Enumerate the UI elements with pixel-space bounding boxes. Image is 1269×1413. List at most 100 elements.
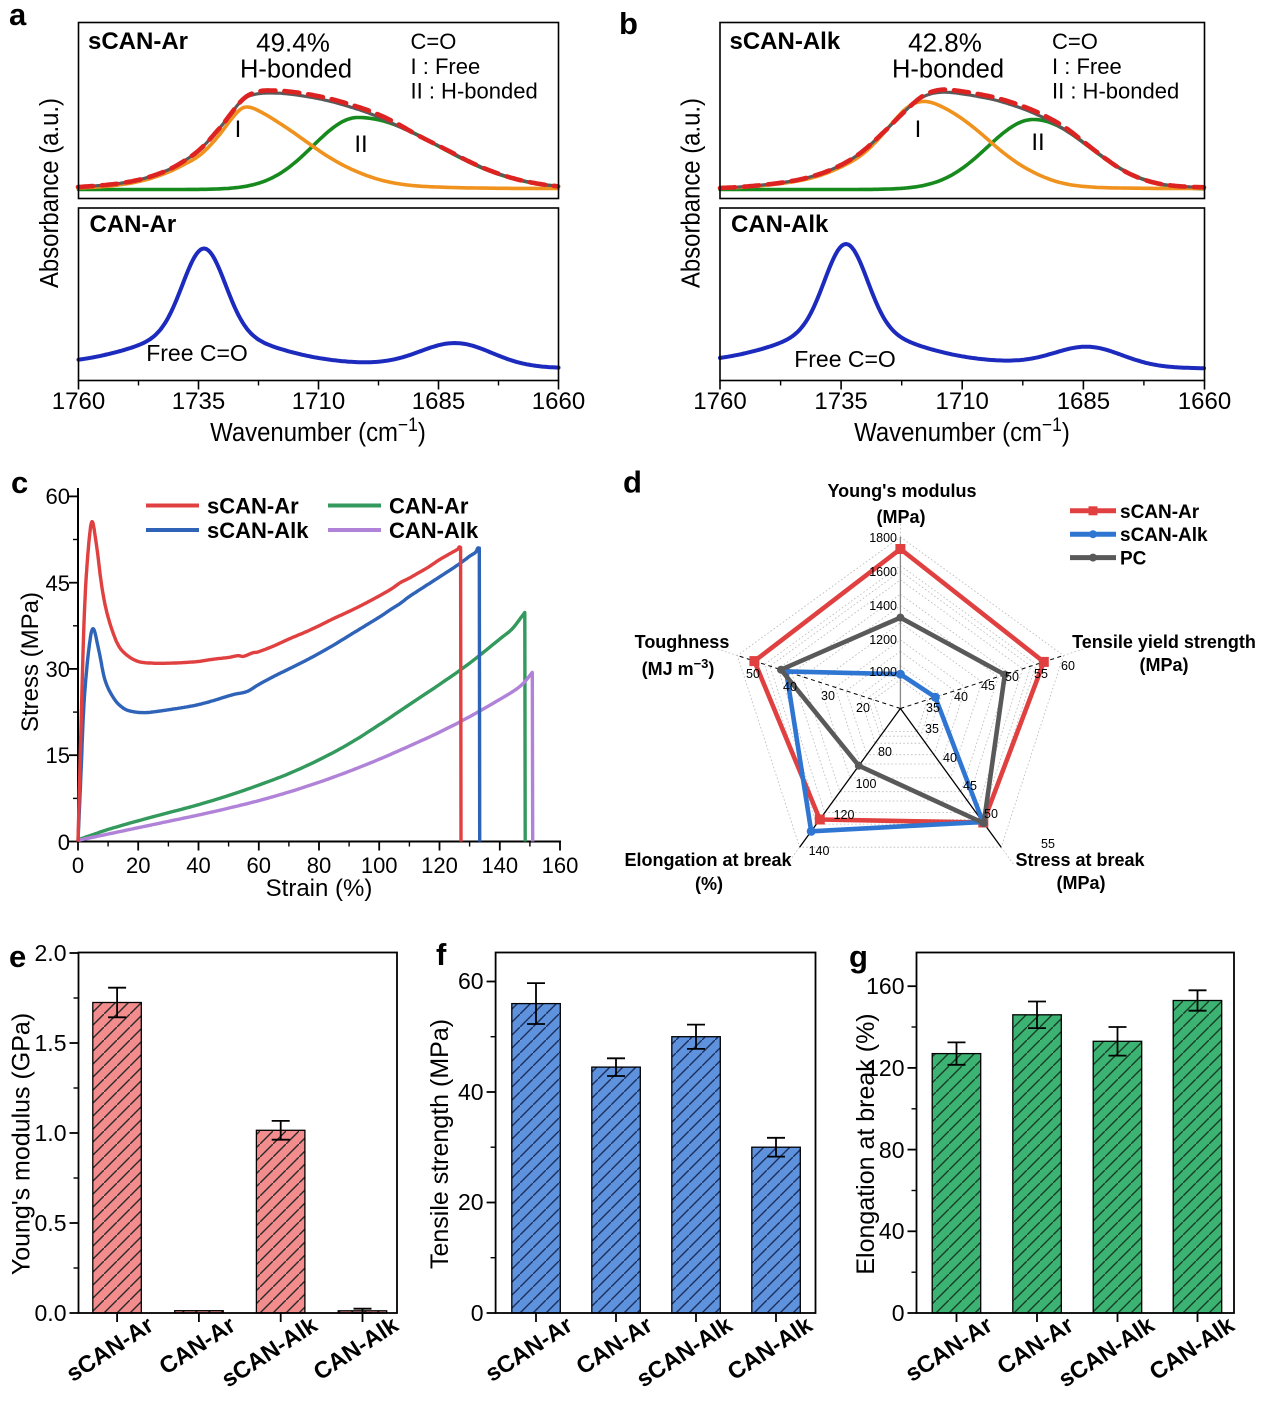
svg-text:100: 100	[361, 853, 398, 878]
svg-text:1000: 1000	[869, 665, 897, 679]
svg-text:II: II	[1031, 129, 1044, 156]
svg-text:C=O: C=O	[411, 29, 457, 54]
svg-text:PC: PC	[1120, 549, 1147, 570]
svg-text:CAN-Ar: CAN-Ar	[90, 211, 177, 238]
svg-text:80: 80	[307, 853, 331, 878]
svg-text:e: e	[9, 939, 26, 974]
svg-text:55: 55	[1041, 837, 1055, 851]
svg-text:CAN-Ar: CAN-Ar	[389, 494, 469, 519]
svg-text:0.5: 0.5	[35, 1210, 67, 1236]
svg-text:1600: 1600	[869, 565, 897, 579]
svg-text:1660: 1660	[532, 388, 585, 415]
svg-text:50: 50	[984, 807, 998, 821]
svg-text:120: 120	[421, 853, 458, 878]
svg-text:120: 120	[834, 808, 855, 822]
svg-text:0: 0	[58, 830, 70, 855]
svg-text:1685: 1685	[412, 388, 465, 415]
svg-text:Stress (MPa): Stress (MPa)	[17, 592, 44, 732]
svg-text:1760: 1760	[52, 388, 105, 415]
svg-text:120: 120	[866, 1055, 904, 1081]
svg-text:Young's modulus: Young's modulus	[828, 481, 977, 501]
svg-text:CAN-Alk: CAN-Alk	[389, 518, 479, 543]
svg-text:60: 60	[46, 484, 70, 509]
svg-text:(MPa): (MPa)	[1057, 873, 1106, 893]
svg-text:1.5: 1.5	[35, 1030, 67, 1056]
svg-text:30: 30	[821, 689, 835, 703]
svg-text:20: 20	[126, 853, 150, 878]
svg-text:I : Free: I : Free	[1052, 54, 1122, 79]
svg-text:CAN-Alk: CAN-Alk	[731, 211, 829, 238]
svg-text:II: II	[354, 131, 367, 158]
svg-text:1710: 1710	[936, 388, 989, 415]
svg-text:40: 40	[458, 1079, 484, 1105]
svg-text:Tensile strength (MPa): Tensile strength (MPa)	[426, 1019, 454, 1269]
svg-text:Absorbance (a.u.): Absorbance (a.u.)	[677, 98, 706, 288]
svg-text:40: 40	[943, 751, 957, 765]
svg-text:0: 0	[471, 1300, 484, 1326]
svg-text:140: 140	[809, 844, 830, 858]
svg-text:40: 40	[954, 690, 968, 704]
svg-text:sCAN-Alk: sCAN-Alk	[730, 28, 841, 55]
svg-text:Elongation at break (%): Elongation at break (%)	[852, 1013, 880, 1274]
svg-text:sCAN-Ar: sCAN-Ar	[88, 28, 188, 55]
svg-text:a: a	[9, 0, 27, 32]
svg-text:b: b	[619, 6, 638, 41]
svg-text:H-bonded: H-bonded	[892, 56, 1004, 84]
svg-text:sCAN-Alk: sCAN-Alk	[207, 518, 309, 543]
svg-text:Toughness: Toughness	[635, 632, 730, 652]
svg-text:140: 140	[481, 853, 518, 878]
svg-text:Young's modulus (GPa): Young's modulus (GPa)	[8, 1013, 36, 1275]
svg-text:1800: 1800	[869, 531, 897, 545]
svg-text:60: 60	[458, 968, 484, 994]
svg-text:160: 160	[542, 853, 579, 878]
svg-text:Absorbance (a.u.): Absorbance (a.u.)	[35, 98, 64, 288]
svg-text:30: 30	[46, 657, 70, 682]
svg-text:II : H-bonded: II : H-bonded	[1052, 79, 1179, 104]
svg-text:c: c	[11, 465, 28, 500]
svg-text:80: 80	[878, 745, 892, 759]
svg-text:60: 60	[1061, 659, 1075, 673]
svg-text:Elongation at break: Elongation at break	[624, 850, 792, 870]
svg-text:15: 15	[46, 743, 70, 768]
svg-text:20: 20	[856, 701, 870, 715]
svg-text:Tensile yield strength: Tensile yield strength	[1072, 632, 1256, 652]
svg-text:2.0: 2.0	[35, 940, 67, 966]
svg-text:45: 45	[46, 571, 70, 596]
svg-text:I: I	[915, 116, 922, 143]
svg-text:45: 45	[981, 679, 995, 693]
svg-text:II : H-bonded: II : H-bonded	[411, 79, 538, 104]
svg-text:49.4%: 49.4%	[256, 28, 330, 58]
svg-text:(%): (%)	[695, 874, 723, 894]
svg-text:1400: 1400	[869, 599, 897, 613]
svg-text:Stress at break: Stress at break	[1015, 850, 1145, 870]
svg-text:1660: 1660	[1178, 388, 1231, 415]
svg-text:f: f	[436, 937, 447, 972]
svg-text:80: 80	[879, 1137, 905, 1163]
svg-text:1.0: 1.0	[35, 1120, 67, 1146]
svg-text:42.8%: 42.8%	[908, 28, 982, 58]
svg-text:0.0: 0.0	[35, 1300, 67, 1326]
svg-text:0: 0	[892, 1300, 905, 1326]
svg-text:55: 55	[1034, 667, 1048, 681]
svg-text:I : Free: I : Free	[411, 54, 481, 79]
svg-text:40: 40	[186, 853, 210, 878]
svg-text:50: 50	[746, 667, 760, 681]
svg-text:I: I	[235, 116, 242, 143]
svg-text:sCAN-Alk: sCAN-Alk	[1120, 525, 1208, 546]
svg-text:H-bonded: H-bonded	[240, 56, 352, 84]
svg-text:1760: 1760	[693, 388, 746, 415]
svg-text:C=O: C=O	[1052, 29, 1098, 54]
svg-text:1710: 1710	[292, 388, 345, 415]
svg-text:Wavenumber (cm−1): Wavenumber (cm−1)	[210, 413, 426, 447]
svg-text:sCAN-Ar: sCAN-Ar	[1120, 502, 1200, 523]
svg-text:g: g	[849, 939, 868, 974]
svg-text:Free C=O: Free C=O	[146, 340, 248, 366]
svg-text:35: 35	[925, 722, 939, 736]
svg-text:45: 45	[963, 779, 977, 793]
svg-text:40: 40	[879, 1218, 905, 1244]
svg-text:20: 20	[458, 1189, 484, 1215]
svg-text:Free C=O: Free C=O	[794, 346, 896, 372]
svg-text:1735: 1735	[172, 388, 225, 415]
svg-text:(MPa): (MPa)	[877, 507, 926, 527]
svg-text:1685: 1685	[1057, 388, 1110, 415]
